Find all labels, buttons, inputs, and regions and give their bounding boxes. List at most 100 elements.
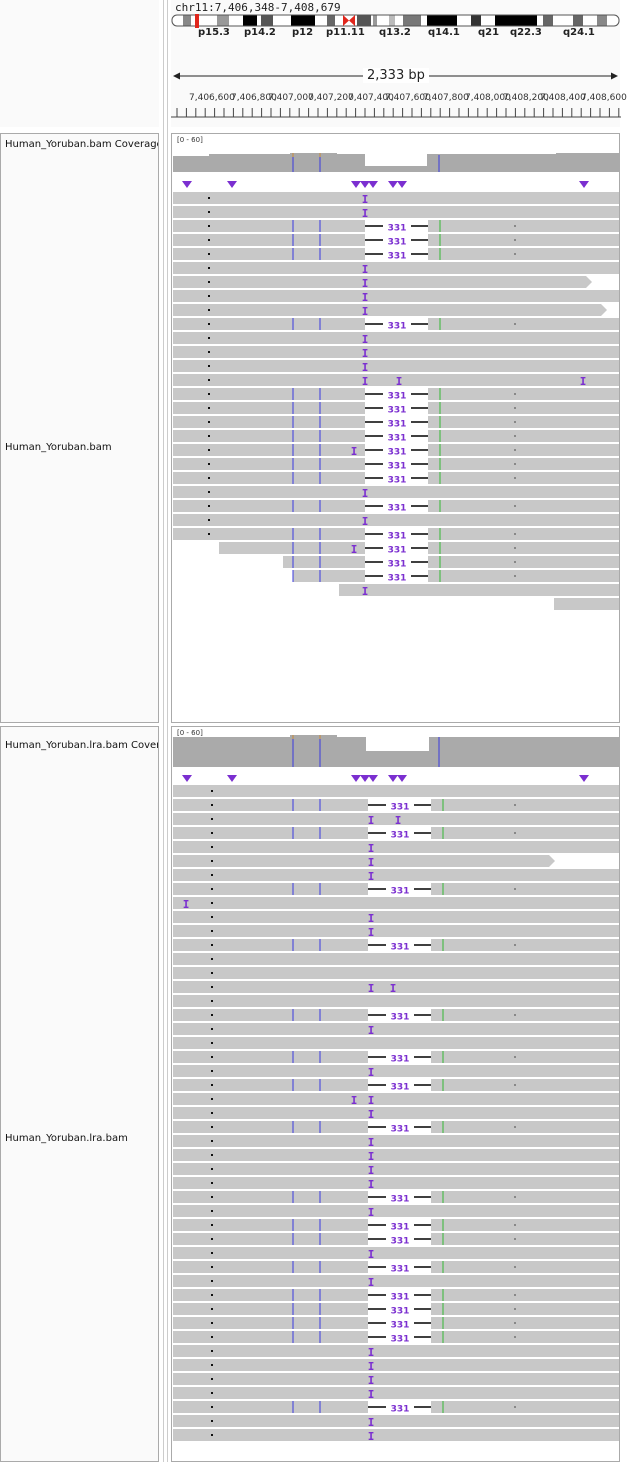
read bbox=[173, 458, 365, 470]
read bbox=[431, 1191, 619, 1203]
locus-text[interactable]: chr11:7,406,348-7,408,679 bbox=[175, 1, 341, 14]
read bbox=[431, 1051, 619, 1063]
cytoband bbox=[495, 15, 511, 26]
deletion-label-bg bbox=[383, 388, 411, 400]
coverage-track-label[interactable]: Human_Yoruban.bam Coverage bbox=[5, 139, 158, 150]
mismatch-mark bbox=[211, 790, 213, 792]
mismatch-mark bbox=[211, 1392, 213, 1394]
mismatch-mark bbox=[514, 393, 516, 395]
read-arrow bbox=[549, 855, 555, 867]
mismatch-mark bbox=[514, 944, 516, 946]
read bbox=[428, 458, 619, 470]
mismatch-mark bbox=[211, 1378, 213, 1380]
cytoband bbox=[511, 15, 537, 26]
read bbox=[173, 1163, 619, 1175]
read bbox=[173, 1345, 619, 1357]
mismatch-mark bbox=[211, 1308, 213, 1310]
deletion-label-bg bbox=[383, 416, 411, 428]
read bbox=[173, 1121, 368, 1133]
mismatch-mark bbox=[211, 930, 213, 932]
read bbox=[173, 1051, 368, 1063]
mismatch-mark bbox=[211, 846, 213, 848]
read bbox=[173, 911, 619, 923]
deletion-size-label: 331 bbox=[391, 1125, 410, 1135]
insertion-summary-marker bbox=[227, 181, 237, 188]
mismatch-mark bbox=[514, 547, 516, 549]
read bbox=[173, 1093, 619, 1105]
read bbox=[173, 1387, 619, 1399]
read bbox=[173, 318, 365, 330]
read bbox=[173, 290, 619, 302]
read bbox=[173, 799, 368, 811]
mismatch-mark bbox=[211, 818, 213, 820]
track-data-panel: [0 - 60] I I 331 331 331 I I I I 331 I I I I I I 331 331 3… bbox=[171, 133, 620, 723]
read bbox=[173, 1219, 368, 1231]
mismatch-mark bbox=[208, 519, 210, 521]
read bbox=[431, 1289, 619, 1301]
alignment-track-label[interactable]: Human_Yoruban.bam bbox=[5, 442, 112, 453]
mismatch-mark bbox=[208, 351, 210, 353]
insertion-marker: I bbox=[362, 515, 369, 528]
deletion-label-bg bbox=[386, 1051, 414, 1063]
mismatch-mark bbox=[514, 1196, 516, 1198]
deletion-size-label: 331 bbox=[391, 943, 410, 953]
cytoband bbox=[357, 15, 371, 26]
deletion-size-label: 331 bbox=[391, 1321, 410, 1331]
chromosome-ideogram[interactable] bbox=[171, 14, 621, 28]
ruler[interactable] bbox=[171, 103, 621, 127]
mismatch-mark bbox=[211, 1294, 213, 1296]
read bbox=[173, 1429, 619, 1441]
mismatch-mark bbox=[514, 407, 516, 409]
deletion-label-bg bbox=[383, 234, 411, 246]
insertion-summary-marker bbox=[397, 775, 407, 782]
mismatch-mark bbox=[208, 225, 210, 227]
deletion-label-bg bbox=[386, 1303, 414, 1315]
insertion-summary-marker bbox=[388, 181, 398, 188]
cytoband bbox=[327, 15, 335, 26]
ruler-tick-label: 7,407,800 bbox=[423, 93, 469, 103]
read bbox=[173, 1401, 368, 1413]
mismatch-mark bbox=[514, 1084, 516, 1086]
read bbox=[173, 967, 619, 979]
insertion-marker: I bbox=[368, 870, 375, 883]
read bbox=[173, 248, 365, 260]
read bbox=[173, 939, 368, 951]
mismatch-mark bbox=[208, 309, 210, 311]
read bbox=[173, 1415, 619, 1427]
read bbox=[173, 869, 619, 881]
insertion-marker: I bbox=[362, 305, 369, 318]
mismatch-mark bbox=[211, 1322, 213, 1324]
deletion-size-label: 331 bbox=[388, 420, 407, 430]
mismatch-mark bbox=[211, 1210, 213, 1212]
read bbox=[173, 883, 368, 895]
alignment-track-label[interactable]: Human_Yoruban.lra.bam bbox=[5, 1133, 128, 1144]
read bbox=[173, 374, 619, 386]
deletion-size-label: 331 bbox=[388, 322, 407, 332]
deletion-size-label: 331 bbox=[388, 476, 407, 486]
read bbox=[173, 1107, 619, 1119]
mismatch-mark bbox=[211, 1000, 213, 1002]
mismatch-mark bbox=[211, 860, 213, 862]
read bbox=[173, 1135, 619, 1147]
deletion-label-bg bbox=[383, 444, 411, 456]
insertion-marker: I bbox=[362, 263, 369, 276]
deletion-label-bg bbox=[386, 1079, 414, 1091]
read bbox=[173, 1303, 368, 1315]
mismatch-mark bbox=[211, 1084, 213, 1086]
read bbox=[293, 570, 365, 582]
deletion-label-bg bbox=[383, 458, 411, 470]
insertion-marker: I bbox=[368, 1136, 375, 1149]
ruler-tick-label: 7,407,600 bbox=[385, 93, 431, 103]
insertion-marker: I bbox=[368, 982, 375, 995]
read bbox=[173, 346, 619, 358]
mismatch-mark bbox=[208, 253, 210, 255]
deletion-label-bg bbox=[383, 402, 411, 414]
mismatch-mark bbox=[211, 1056, 213, 1058]
mismatch-mark bbox=[211, 902, 213, 904]
read bbox=[428, 500, 619, 512]
coverage-track-label[interactable]: Human_Yoruban.lra.bam Coverage bbox=[5, 740, 158, 751]
deletion-label-bg bbox=[386, 1233, 414, 1245]
ruler-tick-label: 7,408,400 bbox=[540, 93, 586, 103]
